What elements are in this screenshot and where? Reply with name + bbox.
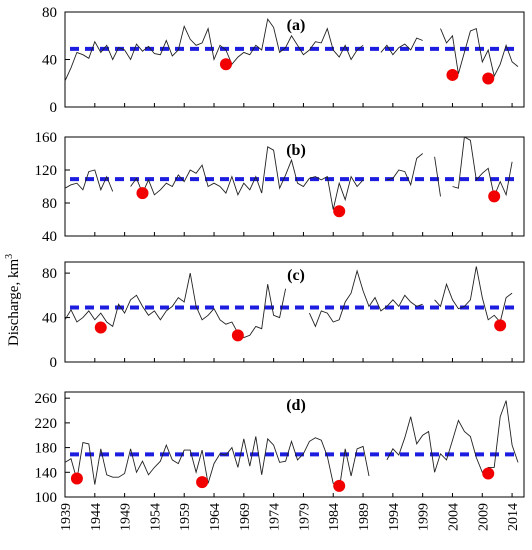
discharge-series-line	[386, 153, 423, 187]
panel-title: (a)	[287, 17, 306, 34]
y-tick-label: 80	[42, 5, 57, 21]
x-tick-label: 1969	[238, 503, 253, 531]
x-tick-label: 1959	[178, 503, 193, 531]
x-tick-label: 1979	[297, 503, 312, 531]
chart-panel-1: 0 40 80 (a)	[42, 5, 525, 116]
panel-title: (c)	[287, 267, 305, 284]
discharge-series-line	[380, 37, 423, 56]
y-tick-label: 160	[35, 130, 58, 146]
y-tick-label: 120	[35, 163, 58, 179]
y-tick-label: 40	[42, 53, 57, 69]
discharge-series-line	[452, 136, 513, 198]
y-tick-label: 40	[42, 229, 57, 245]
panel-frame	[64, 136, 525, 237]
y-axis-label: Discharge, km3	[4, 254, 22, 346]
minimum-marker	[94, 321, 107, 334]
minimum-marker	[482, 72, 495, 85]
y-tick-label: 100	[35, 490, 58, 506]
minimum-marker	[482, 467, 495, 480]
panels: 0 40 80 (a) 40 80 120 160 (b) 0 40 80 (c) 100 140 180 22…	[35, 5, 525, 506]
y-tick-label: 80	[42, 266, 57, 282]
y-tick-label: 220	[35, 416, 58, 432]
x-tick-label: 1984	[327, 503, 342, 531]
discharge-series-line	[434, 266, 513, 323]
panel-frame	[64, 391, 525, 498]
y-tick-label: 0	[50, 100, 58, 116]
discharge-series-line	[64, 169, 114, 192]
panel-title: (d)	[286, 397, 306, 414]
y-tick-label: 140	[35, 465, 58, 481]
minimum-marker	[446, 68, 459, 81]
discharge-series-line	[434, 156, 441, 197]
y-tick-label: 180	[35, 441, 58, 457]
discharge-series-line	[64, 436, 370, 491]
y-axis-label-superscript: 3	[4, 254, 15, 259]
chart-panel-3: 0 40 80 (c)	[42, 261, 525, 371]
minimum-marker	[70, 472, 83, 485]
discharge-series-line	[386, 400, 519, 474]
chart-panel-4: 100 140 180 220 260 (d)	[35, 391, 525, 506]
y-tick-label: 260	[35, 391, 58, 407]
x-tick-label: 2014	[506, 503, 521, 531]
x-tick-label: 1994	[387, 503, 402, 531]
x-tick-label: 1974	[268, 503, 283, 531]
minimum-marker	[196, 476, 209, 489]
x-tick-label: 1999	[417, 503, 432, 531]
discharge-series-line	[64, 273, 287, 339]
x-tick-label: 1944	[89, 503, 104, 531]
x-tick-label: 2009	[476, 503, 491, 531]
x-tick-label: 1954	[148, 503, 163, 531]
x-tick-label: 1989	[357, 503, 372, 531]
x-tick-label: 1949	[119, 503, 134, 531]
y-tick-label: 80	[42, 196, 57, 212]
minimum-marker	[333, 205, 346, 218]
discharge-series-line	[440, 27, 519, 78]
discharge-series-line	[130, 146, 364, 210]
y-axis-label-text: Discharge, km	[6, 259, 22, 347]
minimum-marker	[136, 187, 149, 200]
chart-panel-2: 40 80 120 160 (b)	[35, 130, 525, 245]
discharge-series-line	[64, 17, 364, 82]
panel-frame	[64, 261, 525, 363]
x-tick-label: 1939	[59, 503, 74, 531]
x-tick-label: 2004	[446, 503, 461, 531]
discharge-series-line	[308, 269, 423, 328]
y-tick-label: 0	[50, 355, 58, 371]
x-tick-label: 1964	[208, 503, 223, 531]
minimum-marker	[219, 58, 232, 71]
minimum-marker	[494, 319, 507, 332]
y-tick-label: 40	[42, 311, 57, 327]
minimum-marker	[488, 190, 501, 203]
panel-title: (b)	[286, 142, 306, 159]
minimum-marker	[333, 479, 346, 492]
minimum-marker	[231, 329, 244, 342]
x-axis-tick-labels: 1939 1944 1949 1954 1959 1964 1969 1974 1979 1984…	[59, 503, 521, 531]
